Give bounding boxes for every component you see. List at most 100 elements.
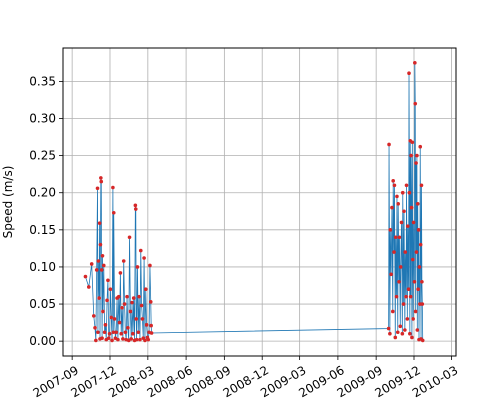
data-point	[131, 296, 136, 300]
data-point	[403, 250, 408, 254]
data-point	[118, 271, 123, 275]
data-point	[94, 338, 98, 343]
data-point	[120, 305, 124, 310]
data-point	[91, 314, 96, 318]
data-point	[134, 317, 138, 321]
data-point	[146, 337, 151, 342]
data-point	[411, 317, 415, 321]
data-point	[100, 336, 104, 340]
data-point	[99, 268, 104, 272]
data-point	[391, 179, 396, 183]
data-point	[97, 221, 102, 225]
data-point	[408, 331, 412, 336]
data-point	[149, 323, 153, 328]
y-tick-label: 0.35	[29, 74, 56, 88]
data-point	[418, 242, 423, 247]
data-point	[96, 330, 100, 335]
data-point	[139, 303, 144, 308]
data-point	[413, 309, 418, 314]
data-point	[413, 101, 418, 106]
data-point	[96, 259, 101, 263]
data-point	[106, 278, 110, 283]
data-point	[114, 330, 119, 335]
y-tick-label: 0.10	[29, 260, 56, 274]
data-point	[398, 324, 403, 329]
data-point	[126, 326, 130, 330]
data-point	[129, 337, 133, 341]
data-point	[405, 317, 410, 321]
data-point	[98, 242, 103, 247]
data-point	[417, 265, 422, 269]
data-point	[420, 302, 425, 306]
data-point	[99, 176, 103, 180]
data-point	[105, 298, 109, 303]
data-point	[101, 263, 106, 268]
data-point	[108, 287, 113, 292]
data-point	[390, 205, 394, 210]
data-series	[83, 61, 425, 343]
data-point	[397, 235, 402, 240]
data-point	[419, 183, 424, 188]
data-point	[409, 153, 413, 158]
data-point	[395, 330, 400, 335]
data-point	[142, 256, 146, 260]
data-point	[393, 235, 398, 240]
y-tick-label: 0.00	[29, 334, 56, 348]
data-point	[111, 185, 115, 190]
data-point	[95, 186, 100, 191]
data-point	[396, 202, 400, 206]
data-point	[134, 337, 139, 342]
data-point	[148, 300, 153, 304]
data-point	[133, 203, 138, 208]
data-point	[144, 323, 149, 327]
data-point	[420, 279, 424, 284]
data-point	[412, 279, 417, 284]
data-point	[394, 294, 399, 299]
data-point	[407, 190, 412, 195]
data-point	[387, 142, 391, 147]
data-point	[411, 220, 416, 225]
data-point	[400, 331, 405, 336]
y-tick-label: 0.05	[29, 297, 56, 311]
data-point	[418, 144, 423, 149]
y-tick-label: 0.15	[29, 223, 56, 237]
data-point	[112, 317, 117, 321]
data-point	[143, 287, 148, 292]
data-point	[83, 274, 88, 279]
data-point	[97, 296, 101, 300]
data-point	[408, 294, 413, 299]
data-point	[116, 337, 120, 342]
data-point	[404, 294, 408, 299]
y-axis-label: Speed (m/s)	[1, 166, 15, 239]
data-point	[392, 250, 396, 254]
data-point	[388, 228, 393, 232]
data-point	[407, 71, 411, 76]
data-point	[130, 300, 134, 305]
data-point	[131, 331, 135, 336]
data-point	[89, 262, 94, 266]
data-point	[127, 235, 132, 240]
data-point	[404, 183, 409, 188]
data-point	[136, 330, 141, 335]
data-point	[395, 194, 399, 199]
data-point	[410, 140, 415, 145]
y-tick-label: 0.20	[29, 186, 56, 200]
data-point	[137, 294, 141, 299]
data-point	[135, 265, 140, 269]
data-point	[410, 257, 415, 262]
data-point	[414, 161, 418, 165]
y-tick-label: 0.30	[29, 112, 56, 126]
data-point	[416, 287, 420, 292]
data-point	[415, 153, 419, 158]
data-point	[410, 335, 414, 340]
data-point	[103, 323, 108, 327]
data-point	[414, 250, 419, 254]
data-point	[116, 294, 121, 299]
data-point	[110, 338, 114, 343]
data-point	[416, 228, 421, 232]
y-axis-ticks: 0.00 0.05 0.10 0.15 0.20 0.25 0.30 0.35	[29, 74, 63, 348]
data-point	[101, 309, 105, 314]
data-point	[107, 331, 112, 336]
